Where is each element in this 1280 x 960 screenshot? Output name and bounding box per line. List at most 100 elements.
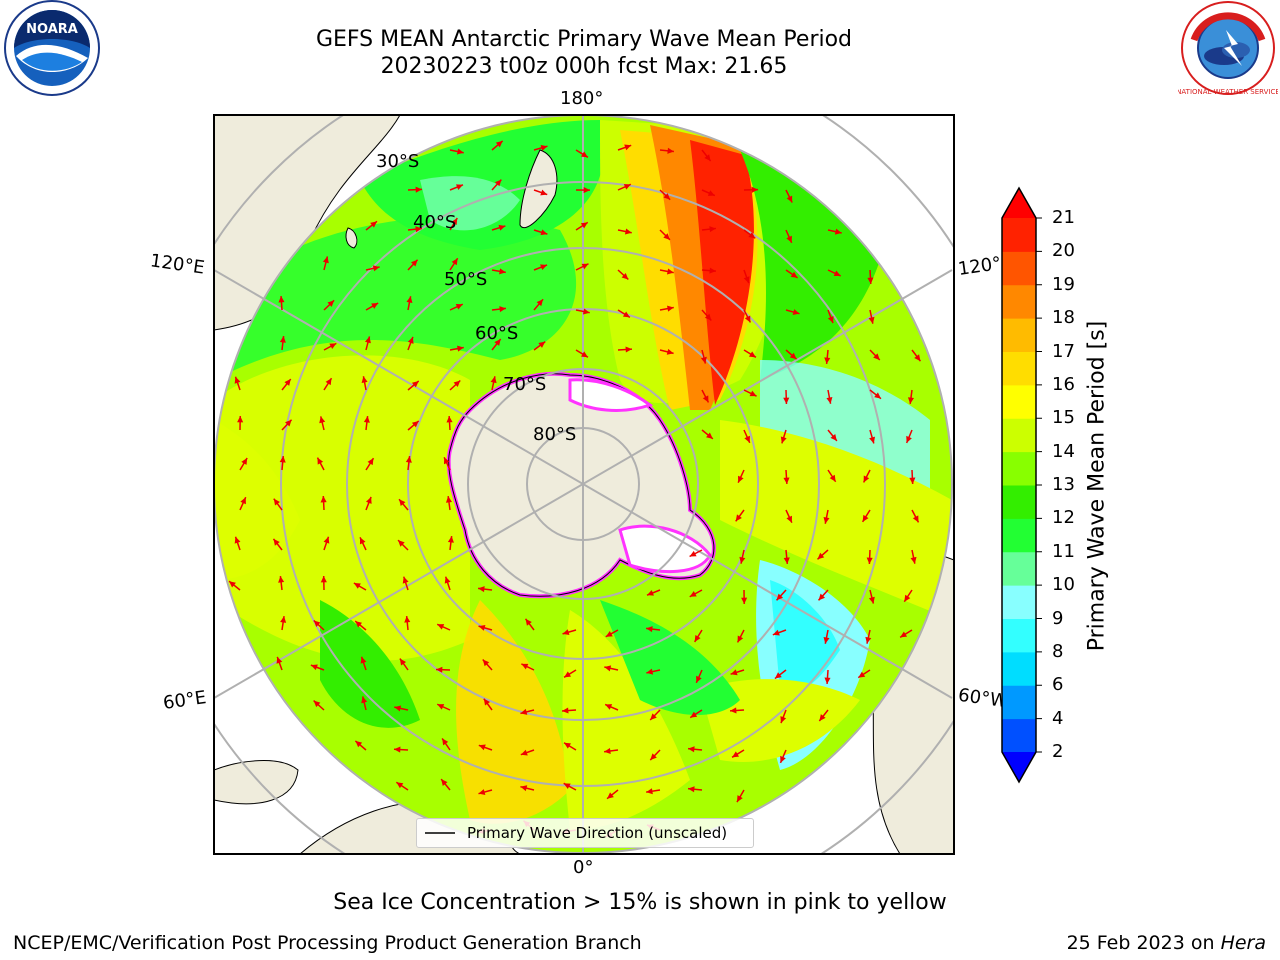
wave-arrow-head [914,354,921,362]
wave-arrow-head [646,626,653,633]
wave-arrow-head [396,782,404,789]
wave-arrow-head [910,556,917,564]
wave-arrow-head [445,496,453,503]
wave-arrow-head [829,474,836,482]
wave-arrow-head [478,744,486,751]
wave-arrow-head [582,308,590,315]
wave-arrow-head [276,656,283,664]
wave-arrow-head [580,351,588,358]
colorbar-tick-label: 2 [1052,741,1064,762]
wave-arrow-head [451,258,458,266]
wave-arrow-head [865,636,872,644]
lon-label-0: 0° [573,857,594,878]
wave-arrow-head [451,218,458,226]
wave-arrow-head [453,380,461,388]
wave-arrow-head [706,432,713,439]
wave-arrow-head [234,536,241,544]
nws-logo: NATIONAL WEATHER SERVICE [1176,0,1280,100]
wave-arrow-head [444,457,450,465]
wave-arrow-head [834,228,842,235]
wave-arrow-head [704,154,711,162]
wave-arrow-head [735,514,742,522]
colorbar-tick-label: 11 [1052,540,1075,562]
tasmania-land [345,227,358,249]
wave-arrow-head [869,436,876,444]
wave-arrow-head [748,351,756,358]
wave-arrow-head [457,345,464,352]
colorbar-svg [1001,186,1042,784]
wave-arrow-head [772,629,780,636]
wave-arrow-head [317,457,324,465]
colorbar-tick-label: 6 [1052,674,1064,696]
wave-arrow-head [441,779,448,786]
wave-arrow-head [583,187,590,194]
wave-arrow-head [737,635,744,643]
wave-arrow-head [280,616,287,623]
wave-arrow-head [830,434,837,441]
wave-arrow-head [411,380,419,388]
wave-arrow-head [494,179,502,187]
map-legend: Primary Wave Direction (unscaled) [416,818,754,848]
chart-subtitle: 20230223 t00z 000h fcst Max: 21.65 [380,54,788,79]
wave-arrow-head [783,477,790,484]
wave-arrow-head [279,336,286,343]
wave-arrow-head [399,499,406,507]
wave-arrow-head [319,416,326,424]
wave-arrow-head [540,189,548,196]
wave-arrow-head [866,557,873,564]
colorbar-segment [1002,518,1036,553]
colorbar-tick-label: 12 [1052,507,1075,529]
wave-arrow-head [361,696,368,704]
colorbar-segment [1002,685,1036,720]
polar-map [213,114,955,855]
wave-arrow-head [411,259,418,267]
wave-arrow-head [817,552,825,560]
wave-arrow-head [521,663,529,670]
wave-arrow-head [621,272,629,280]
wave-arrow-head [862,514,869,522]
wave-arrow-head [355,740,363,748]
wave-arrow-head [399,658,407,666]
wave-arrow-head [499,268,506,275]
wave-arrow-head [279,456,286,463]
wave-arrow-head [786,235,792,243]
wave-arrow-head [730,669,738,676]
wave-arrow-head [273,538,280,546]
wave-arrow-head [563,783,571,790]
lat-label-60s: 60°S [475,323,519,344]
wave-arrow-head [689,591,697,597]
footer-date: 25 Feb 2023 on [1066,932,1221,954]
wave-arrow-head [867,277,874,284]
wave-arrow-head [907,397,915,404]
wave-arrow-head [415,186,422,193]
wave-arrow-head [581,263,589,270]
wave-arrow-head [667,147,674,154]
wave-arrow-head [372,265,380,272]
wave-arrow-head [702,395,709,403]
wave-arrow-head [780,755,786,763]
lat-label-40s: 40°S [413,212,457,233]
wave-arrow-head [310,664,318,671]
wave-arrow-head [776,593,784,601]
wave-arrow-head [709,226,716,233]
lat-label-50s: 50°S [444,269,488,290]
wave-arrow-head [273,498,280,506]
wave-arrow-head [536,299,544,307]
wave-direction-arrows [228,140,922,838]
colorbar-tick-label: 13 [1052,474,1075,495]
wave-arrow-head [707,190,715,196]
wave-arrow-head [525,618,532,626]
wave-arrow-head [688,786,695,793]
wave-arrow-head [650,713,657,721]
colorbar-segment [1002,585,1036,619]
wave-arrow-head [327,300,335,307]
colorbar-tick-label: 8 [1052,640,1064,662]
wave-arrow-head [540,229,548,236]
colorbar-tick-label: 19 [1052,273,1075,295]
wave-arrow-head [904,594,911,602]
wave-arrow-head [478,586,485,593]
wave-arrow-head [229,581,236,588]
colorbar-segment [1002,384,1036,419]
wave-arrow-head [827,316,834,324]
wave-arrow-head [285,419,292,427]
